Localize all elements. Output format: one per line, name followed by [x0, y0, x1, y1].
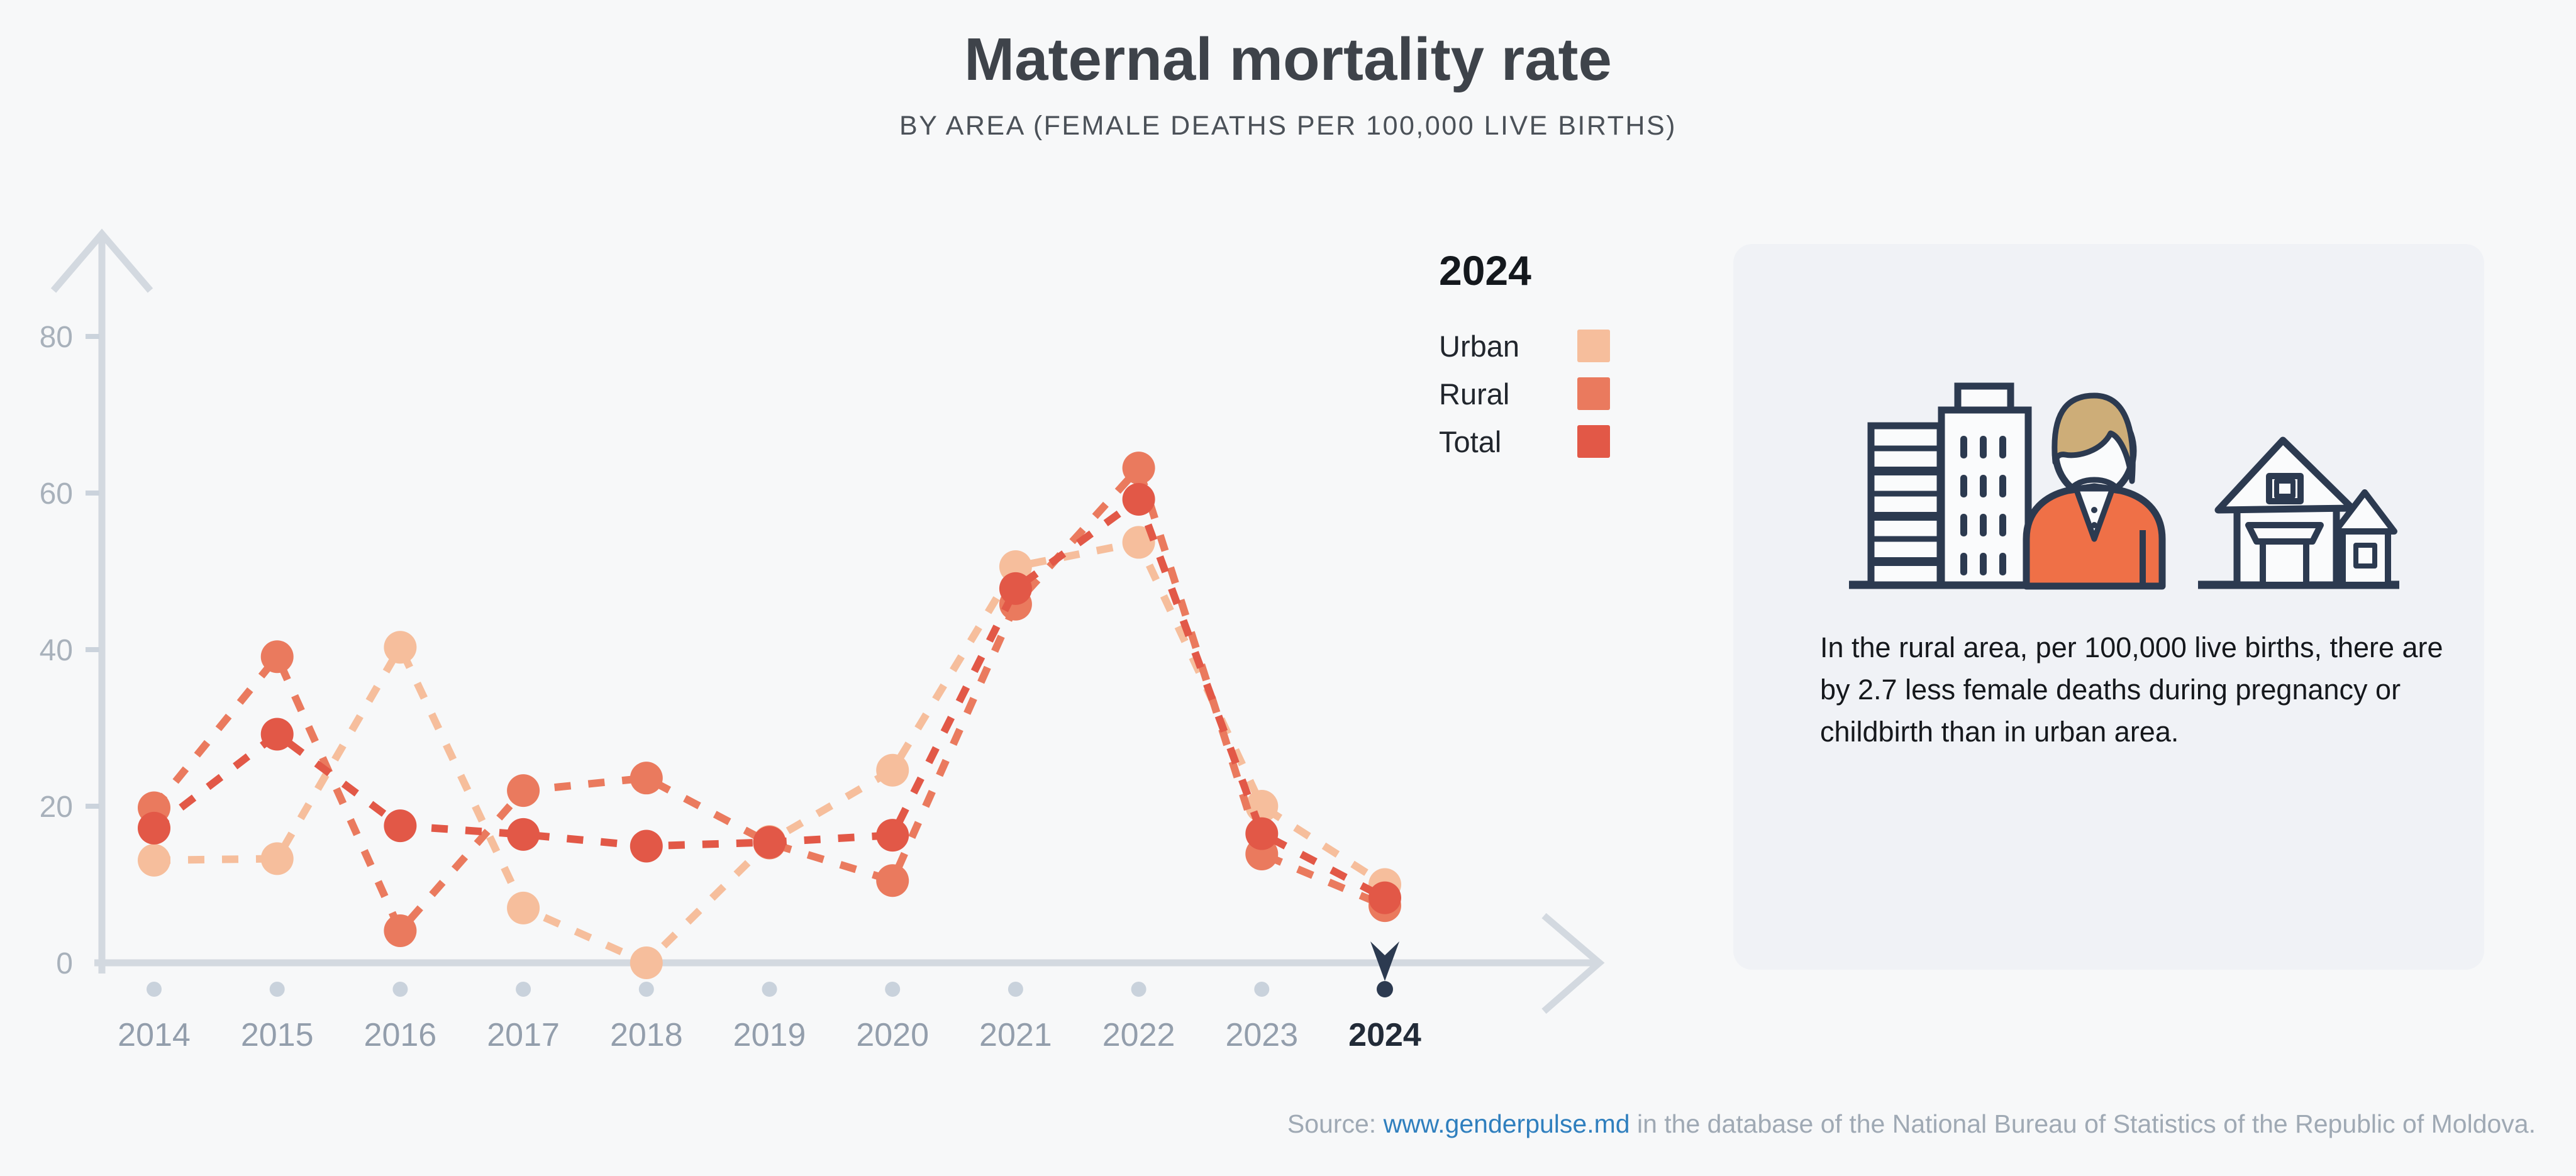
total-point-2020[interactable] — [876, 819, 909, 852]
year-dot-2020[interactable] — [885, 982, 901, 997]
urban-line — [153, 538, 1387, 968]
rural-point-2016[interactable] — [384, 914, 417, 947]
source-line: Source: www.genderpulse.md in the databa… — [1287, 1109, 2536, 1139]
x-label-2016[interactable]: 2016 — [364, 1017, 437, 1053]
urban-rural-comparison-illustration — [1849, 382, 2399, 590]
urban-point-2022[interactable] — [1122, 526, 1155, 559]
year-dot-2016[interactable] — [392, 982, 408, 997]
rural-point-2018[interactable] — [630, 762, 663, 795]
year-dot-2021[interactable] — [1008, 982, 1023, 997]
total-point-2015[interactable] — [260, 718, 294, 751]
year-dot-2023[interactable] — [1254, 982, 1270, 997]
village-houses-icon — [2198, 436, 2399, 589]
y-tick-label-80: 80 — [40, 321, 73, 354]
urban-point-2018[interactable] — [630, 946, 663, 979]
legend-swatch-total[interactable] — [1577, 425, 1610, 458]
legend-item-total[interactable]: Total — [1439, 418, 1610, 465]
total-point-2018[interactable] — [630, 829, 663, 863]
year-dot-2022[interactable] — [1131, 982, 1146, 997]
total-point-2021[interactable] — [999, 572, 1032, 605]
total-point-2016[interactable] — [384, 809, 417, 843]
total-point-2014[interactable] — [138, 811, 170, 845]
x-label-2019[interactable]: 2019 — [733, 1017, 806, 1053]
x-axis-arrow-icon — [1541, 913, 1605, 1014]
urban-point-2016[interactable] — [384, 631, 417, 664]
x-label-2023[interactable]: 2023 — [1225, 1017, 1298, 1053]
x-label-2021[interactable]: 2021 — [979, 1017, 1052, 1053]
rural-line — [151, 460, 1387, 938]
year-dot-2019[interactable] — [762, 982, 777, 997]
info-panel: In the rural area, per 100,000 live birt… — [1733, 244, 2484, 970]
rural-point-2017[interactable] — [507, 774, 540, 807]
legend-rows: Urban Rural Total — [1439, 322, 1615, 465]
source-prefix: Source: — [1287, 1109, 1384, 1138]
x-label-2024[interactable]: 2024 — [1348, 1017, 1421, 1053]
year-dot-2017[interactable] — [516, 982, 531, 997]
x-label-2020[interactable]: 2020 — [856, 1017, 929, 1053]
legend-label-total: Total — [1439, 424, 1502, 458]
x-label-2022[interactable]: 2022 — [1102, 1017, 1175, 1053]
rural-point-2020[interactable] — [876, 864, 909, 897]
x-label-2017[interactable]: 2017 — [487, 1017, 560, 1053]
urban-point-2015[interactable] — [260, 842, 294, 875]
y-tick-label-60: 60 — [40, 477, 73, 511]
legend-year-title: 2024 — [1439, 247, 1531, 294]
rural-point-2015[interactable] — [260, 640, 294, 674]
legend-item-urban[interactable]: Urban — [1439, 322, 1610, 370]
urban-point-2020[interactable] — [876, 753, 909, 787]
urban-point-2017[interactable] — [507, 891, 540, 924]
source-suffix: in the database of the National Bureau o… — [1629, 1109, 2536, 1138]
year-dot-2015[interactable] — [269, 982, 285, 997]
panel-insight-text: In the rural area, per 100,000 live birt… — [1820, 631, 2443, 748]
source-link[interactable]: www.genderpulse.md — [1383, 1109, 1630, 1138]
page-subtitle: BY AREA (FEMALE DEATHS PER 100,000 LIVE … — [899, 111, 1677, 141]
year-dot-2014[interactable] — [147, 982, 162, 997]
total-point-2024[interactable] — [1368, 881, 1401, 914]
total-point-2023[interactable] — [1245, 817, 1279, 850]
total-point-2019[interactable] — [753, 826, 786, 859]
urban-point-2014[interactable] — [138, 843, 170, 877]
chart-legend: 2024 Urban Rural Total — [1439, 247, 1615, 465]
legend-item-rural[interactable]: Rural — [1439, 370, 1610, 418]
x-label-2015[interactable]: 2015 — [241, 1017, 314, 1053]
selected-year-marker-icon — [1370, 941, 1399, 981]
y-tick-label-40: 40 — [40, 634, 73, 667]
year-dot-2024[interactable] — [1377, 981, 1393, 997]
total-point-2017[interactable] — [507, 818, 540, 851]
total-point-2022[interactable] — [1122, 482, 1155, 516]
woman-icon — [2023, 392, 2166, 590]
y-tick-label-0: 0 — [56, 947, 73, 980]
legend-label-urban: Urban — [1439, 329, 1520, 363]
y-axis-arrow-icon — [50, 228, 153, 293]
year-dot-2018[interactable] — [638, 982, 654, 997]
y-tick-label-20: 20 — [40, 790, 73, 824]
rural-point-2022[interactable] — [1122, 452, 1155, 485]
x-label-2018[interactable]: 2018 — [610, 1017, 683, 1053]
page-title: Maternal mortality rate — [964, 26, 1612, 93]
legend-swatch-rural[interactable] — [1577, 377, 1610, 410]
legend-swatch-urban[interactable] — [1577, 330, 1610, 362]
city-buildings-icon — [1849, 382, 2032, 589]
x-label-2014[interactable]: 2014 — [118, 1017, 191, 1053]
legend-label-rural: Rural — [1439, 377, 1510, 411]
